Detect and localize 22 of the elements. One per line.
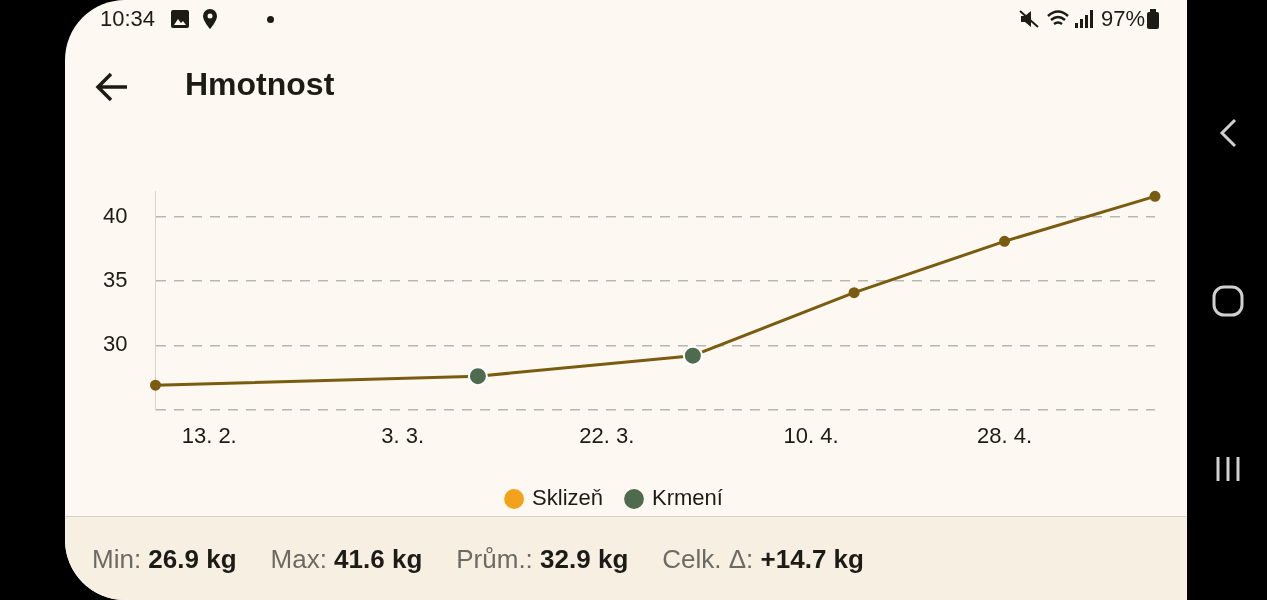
legend-label: Krmení	[652, 485, 723, 511]
chart-title: Hmotnost	[185, 66, 335, 103]
text: Min: 26.9 kg	[92, 543, 237, 575]
text: Max: 41.6 kg	[270, 543, 423, 575]
legend-label: Sklizeň	[532, 485, 604, 511]
y-tick-label: 30	[102, 331, 128, 357]
point	[848, 287, 860, 299]
text: 10:34	[100, 6, 156, 32]
text: Prům.: 32.9 kg	[456, 543, 629, 575]
x-tick-label: 10. 4.	[783, 422, 839, 448]
y-tick-label: 35	[102, 267, 128, 293]
x-tick-label: 22. 3.	[579, 422, 635, 448]
x-tick-label: 3. 3.	[381, 422, 425, 448]
text: Celk. Δ: +14.7 kg	[662, 543, 864, 575]
text: 97%	[1100, 6, 1145, 32]
x-tick-label: 13. 2.	[181, 422, 237, 448]
point	[682, 345, 703, 366]
point	[1149, 190, 1161, 202]
point	[999, 235, 1011, 247]
x-tick-label: 28. 4.	[977, 422, 1033, 448]
y-tick-label: 40	[102, 202, 128, 228]
point	[467, 366, 488, 387]
